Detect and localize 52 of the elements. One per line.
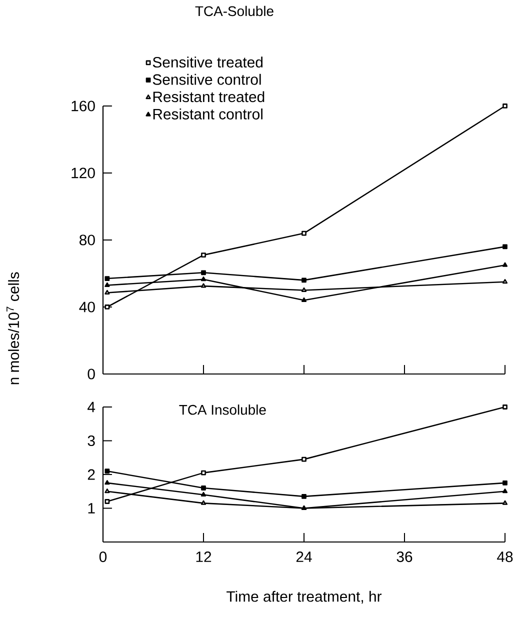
y-tick-label: 4 [88,402,96,412]
point [104,468,110,474]
point [104,276,110,281]
point [104,304,110,310]
point [502,279,508,284]
y-tick-label: 120 [72,168,95,178]
chart-title: TCA Insoluble [179,404,266,415]
y-tick-label: 1 [88,503,95,514]
legend-label: Sensitive control [152,74,261,85]
x-tick-label: 24 [296,551,312,562]
x-tick-label: 36 [396,551,412,562]
point [104,480,110,485]
point [502,404,508,410]
y-tick-label: 2 [88,469,95,480]
point [201,486,206,490]
point [104,488,110,494]
point [502,262,508,267]
legend-label: Resistant control [153,108,262,120]
y-tick-label: 3 [88,435,95,446]
point [200,492,206,496]
point [200,276,206,282]
x-tick-label: 12 [196,551,212,562]
y-tick-label: 160 [72,100,95,112]
y-tick-label: 0 [88,368,95,380]
point [302,230,306,236]
chart-title: TCA-Soluble [195,6,274,16]
point [201,470,206,476]
x-axis-title: Time after treatment, hr [226,590,382,604]
legend-label: Resistant treated [153,91,264,102]
point [502,480,508,486]
point [302,456,306,462]
point [502,488,508,494]
point [104,282,110,287]
point [104,290,110,295]
x-tick-label: 0 [99,551,107,562]
point [502,500,508,505]
point [302,494,306,499]
point [104,499,110,504]
point [201,270,206,276]
y-axis-title: n moles/10$^{7}$ cells [6,272,20,384]
x-tick-label: 48 [497,551,513,562]
legend-label: Sensitive treated [152,56,263,68]
point [502,244,508,250]
point [200,283,206,288]
point [502,104,508,108]
point [201,252,206,258]
point [302,278,306,283]
point [200,500,206,505]
point [301,297,307,302]
y-tick-label: 80 [80,234,95,246]
y-tick-label: 40 [79,302,95,312]
point [301,287,307,292]
